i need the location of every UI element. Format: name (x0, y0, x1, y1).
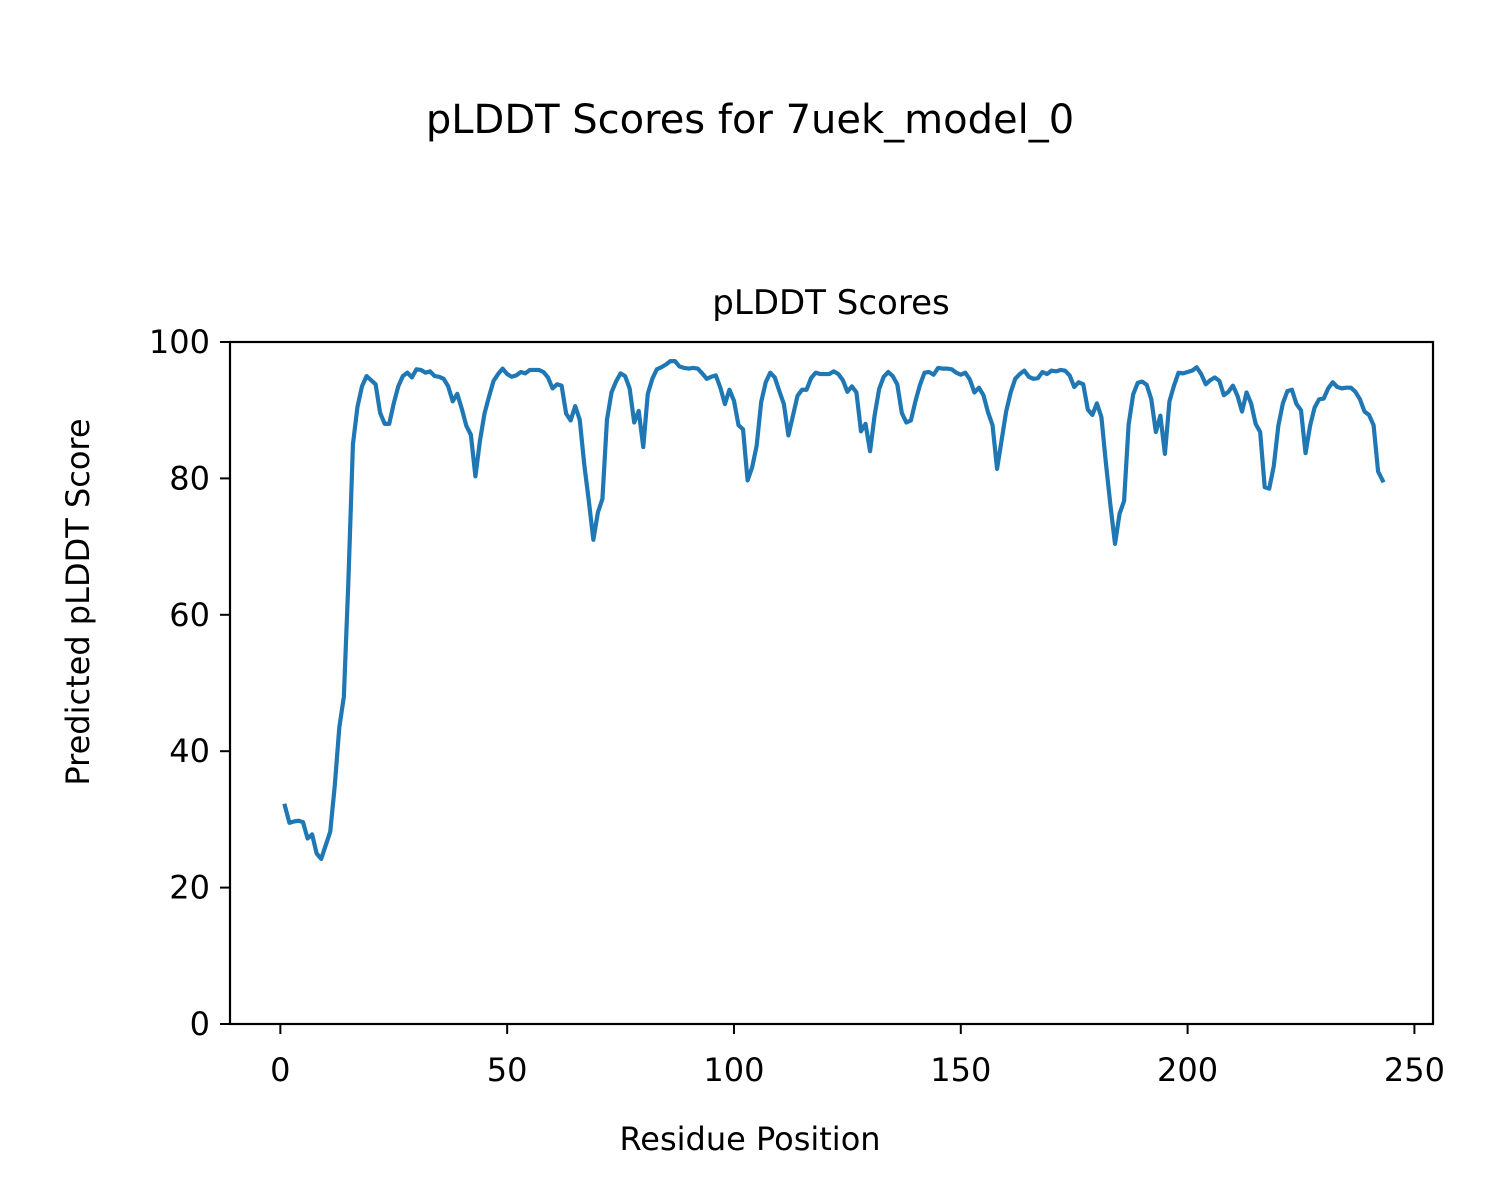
x-tick-label: 100 (703, 1051, 764, 1089)
x-tick-label: 0 (270, 1051, 290, 1089)
x-tick-label: 250 (1384, 1051, 1445, 1089)
axes-frame (228, 340, 1435, 1026)
y-tick-label: 20 (169, 869, 210, 907)
y-tick-label: 0 (190, 1005, 210, 1043)
series-line-0 (282, 359, 1386, 862)
y-tick-label: 100 (149, 323, 210, 361)
plot-area: 0 50 100 150 200 250 0 20 40 60 80 100 (149, 323, 1445, 1089)
figure-suptitle: pLDDT Scores for 7uek_model_0 (426, 97, 1074, 143)
y-tick-label: 80 (169, 459, 210, 497)
axes-title: pLDDT Scores (712, 283, 949, 323)
x-tick-label: 50 (487, 1051, 528, 1089)
x-axis-label: Residue Position (619, 1120, 880, 1158)
y-tick-label: 60 (169, 596, 210, 634)
x-tick-label: 150 (930, 1051, 991, 1089)
y-axis-label: Predicted pLDDT Score (59, 418, 97, 785)
x-tick-label: 200 (1157, 1051, 1218, 1089)
y-tick-label: 40 (169, 732, 210, 770)
